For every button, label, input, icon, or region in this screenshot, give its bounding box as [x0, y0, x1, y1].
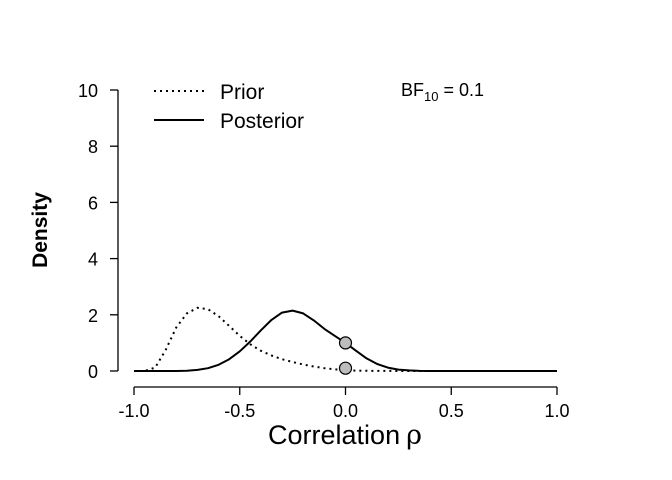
x-tick-label: 1.0 — [544, 401, 569, 421]
y-tick-label: 6 — [88, 193, 98, 213]
y-axis-title: Density — [29, 192, 52, 268]
x-axis-title: Correlation ρ — [268, 420, 422, 451]
series-line-posterior — [134, 309, 557, 372]
legend-posterior-label: Posterior — [220, 110, 304, 133]
legend: Prior Posterior — [154, 81, 304, 133]
x-tick-label: 0.5 — [439, 401, 464, 421]
x-tick-label: -0.5 — [224, 401, 255, 421]
x-tick-label: 0.0 — [333, 401, 358, 421]
y-tick-label: 2 — [88, 306, 98, 326]
y-tick-label: 10 — [78, 81, 98, 101]
y-tick-label: 4 — [88, 250, 98, 270]
x-axis: -1.0 -0.5 0.0 0.5 1.0 — [118, 386, 570, 421]
series-layer — [134, 306, 557, 372]
y-axis: 0 2 4 6 8 10 — [78, 81, 119, 382]
prior-point-at-zero — [338, 361, 353, 375]
x-tick-label: -1.0 — [118, 401, 149, 421]
posterior-point-at-zero — [338, 336, 353, 350]
points-layer — [338, 336, 353, 375]
legend-prior-label: Prior — [220, 81, 264, 104]
y-tick-label: 0 — [88, 362, 98, 382]
bayes-factor-annotation: BF10 = 0.1 — [401, 80, 484, 104]
y-tick-label: 8 — [88, 137, 98, 157]
